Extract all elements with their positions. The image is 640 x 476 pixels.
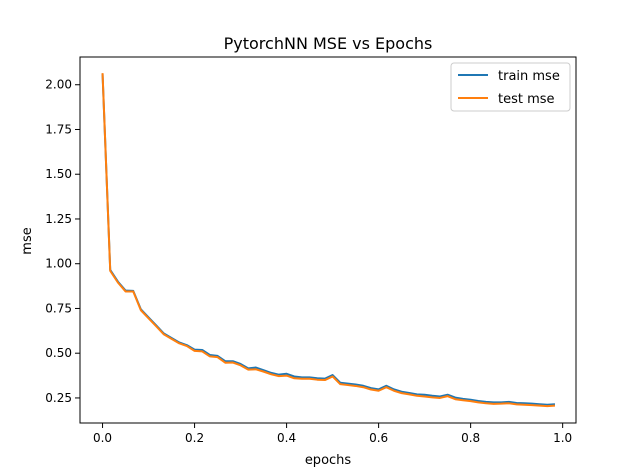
x-tick-label: 1.0 [553, 431, 572, 445]
series-line-train-mse [101, 73, 556, 406]
x-tick-label: 0.0 [93, 431, 112, 445]
y-tick-label: 1.25 [45, 212, 72, 226]
y-tick-label: 0.75 [45, 301, 72, 315]
x-tick-label: 0.2 [185, 431, 204, 445]
x-tick-label: 0.4 [277, 431, 296, 445]
y-axis-label: mse [20, 227, 35, 254]
y-tick-label: 1.50 [45, 167, 72, 181]
y-axis-ticks: 0.25 0.50 0.75 1.00 1.25 1.50 1.75 2.00 [45, 78, 80, 405]
x-tick-label: 0.8 [461, 431, 480, 445]
legend: train mse test mse [450, 62, 571, 112]
x-axis-ticks: 0.0 0.2 0.4 0.6 0.8 1.0 [93, 423, 572, 445]
chart-title: PytorchNN MSE vs Epochs [224, 34, 433, 53]
x-axis-label: epochs [305, 453, 352, 468]
y-tick-label: 0.50 [45, 346, 72, 360]
y-tick-label: 0.25 [45, 391, 72, 405]
legend-label-test-mse: test mse [498, 92, 555, 107]
series-line-test-mse [101, 73, 556, 408]
x-tick-label: 0.6 [369, 431, 388, 445]
y-tick-label: 1.00 [45, 257, 72, 271]
plot-frame [79, 56, 577, 424]
legend-label-train-mse: train mse [498, 69, 560, 84]
y-tick-label: 1.75 [45, 122, 72, 136]
plot-series [101, 73, 556, 408]
y-tick-label: 2.00 [45, 78, 72, 92]
